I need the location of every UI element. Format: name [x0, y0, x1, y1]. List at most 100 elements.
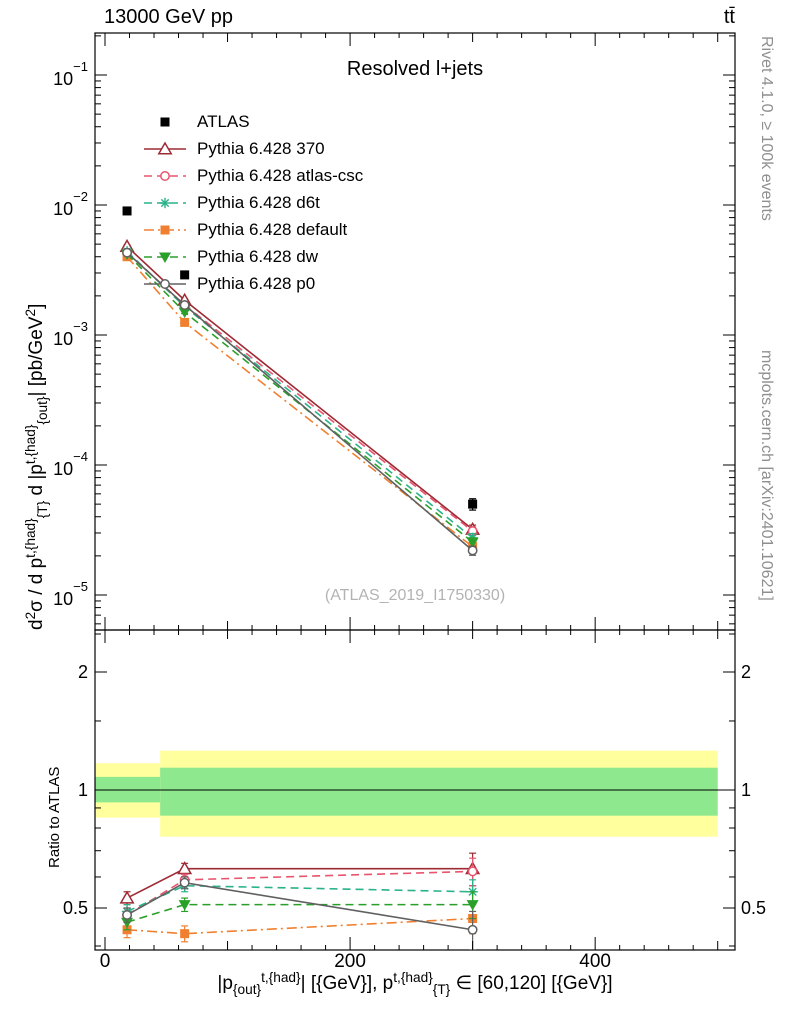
marker-atlas [160, 117, 170, 126]
label-segment: {T} [34, 500, 50, 519]
marker-p370 [157, 140, 173, 155]
x-axis-label: |p{out}t,{had}| [{GeV}], pt,{had}{T} ∈ [… [95, 970, 735, 997]
label-segment: t,{had} [23, 424, 39, 465]
rivet-version-note: Rivet 4.1.0, ≥ 100k events [758, 36, 775, 221]
marker-p0 [122, 247, 133, 258]
legend-marker-atlas-csc [144, 170, 186, 181]
legend-marker-p0 [144, 278, 186, 289]
ratio-tick-label-rlab-left-0.5: 0.5 [62, 898, 88, 918]
legend-label-default: Pythia 6.428 default [197, 219, 348, 239]
legend-label-p0: Pythia 6.428 p0 [197, 273, 316, 293]
legend-item-p0: Pythia 6.428 p0 [142, 270, 363, 297]
legend-label-atlas: ATLAS [197, 111, 250, 131]
legend-label-d6t: Pythia 6.428 d6t [197, 192, 320, 212]
label-segment: {T} [432, 981, 451, 997]
legend-label-dw: Pythia 6.428 dw [197, 246, 318, 266]
label-segment: | [pb/GeV [26, 316, 47, 397]
ratio-uncertainty-bands [95, 750, 735, 837]
legend-label-p370: Pythia 6.428 370 [197, 138, 325, 158]
label-segment: t,{had} [393, 970, 433, 986]
marker-dw [178, 900, 191, 911]
marker-p370 [177, 861, 193, 875]
label-segment: 2 [23, 308, 39, 317]
x-tick-label-200: 200 [334, 951, 366, 972]
ratio-tick-label-rlab-left-1: 1 [77, 780, 88, 800]
legend-item-default: Pythia 6.428 default [142, 216, 363, 243]
marker-atlas-csc [160, 170, 170, 181]
x-tick-label-400: 400 [579, 951, 611, 972]
marker-p0 [122, 910, 133, 920]
legend-label-atlas-csc: Pythia 6.428 atlas-csc [197, 165, 364, 185]
label-segment: | [{GeV}], p [300, 973, 394, 994]
marker-default [180, 317, 190, 327]
label-segment: σ / d p [26, 557, 47, 612]
legend-marker-default [144, 225, 186, 234]
marker-atlas [468, 499, 478, 509]
label-segment: d [26, 619, 47, 630]
header-beam-energy: 13000 GeV pp [104, 6, 233, 28]
marker-p370 [119, 890, 135, 904]
legend-item-d6t: Pythia 6.428 d6t [142, 189, 363, 216]
marker-dw [178, 307, 191, 319]
marker-atlas-csc [467, 866, 478, 877]
ratio-tick-label-rlab-right-2: 2 [741, 661, 752, 682]
x-tick-label-0: 0 [99, 951, 111, 972]
marker-default [160, 225, 170, 234]
y-tick-label-1e-3: 10−3 [53, 319, 88, 349]
marker-dw [466, 537, 479, 549]
label-segment: d |p [26, 464, 47, 501]
marker-atlas [180, 270, 190, 280]
ratio-line-d6t [126, 884, 473, 913]
label-segment: 2 [23, 611, 39, 620]
marker-atlas [122, 206, 132, 216]
legend-item-p370: Pythia 6.428 370 [142, 135, 363, 162]
ratio-line-atlas-csc [126, 870, 473, 916]
y-tick-label-1e-5: 10−5 [53, 579, 88, 609]
legend-marker-dw [144, 252, 186, 263]
y-tick-label-1e-1: 10−1 [53, 59, 88, 89]
marker-p0 [160, 278, 170, 289]
ratio-panel-series [119, 852, 481, 951]
ratio-tick-label-rlab-right-1: 1 [741, 780, 752, 800]
legend-marker-p370 [144, 140, 186, 155]
top-panel-series [119, 206, 481, 556]
marker-p0 [179, 877, 190, 888]
marker-p0 [467, 545, 478, 556]
ratio-line-default [127, 917, 473, 935]
label-segment: t,{had} [23, 518, 39, 558]
marker-default [180, 929, 190, 939]
series-line-p0 [126, 252, 474, 552]
marker-dw [159, 252, 171, 263]
y-tick-label-1e-4: 10−4 [53, 449, 88, 479]
uncertainty-band-green [160, 767, 718, 816]
label-segment: {out} [34, 396, 50, 425]
legend-marker-d6t [144, 197, 186, 208]
marker-p0 [179, 300, 190, 310]
label-segment: |p [217, 973, 233, 994]
header-process: tt̄ [723, 6, 735, 28]
plot-title: Resolved l+jets [346, 58, 484, 80]
ratio-y-axis-label: Ratio to ATLAS [46, 766, 63, 868]
label-segment: {out} [232, 981, 262, 997]
ratio-tick-label-rlab-right-0.5: 0.5 [741, 898, 767, 918]
label-segment: t,{had} [261, 970, 301, 986]
legend-marker-atlas [160, 117, 170, 126]
ratio-tick-label-rlab-left-2: 2 [77, 661, 88, 682]
watermark-text: (ATLAS_2019_I1750330) [325, 587, 505, 604]
marker-dw [466, 900, 479, 911]
mcplots-reference-note: mcplots.cern.ch [arXiv:2401.10621] [758, 350, 775, 601]
ratio-line-dw [126, 903, 473, 923]
top-y-axis-label: d2σ / d pt,{had}{T} d |pt,{had}{out}| [p… [23, 304, 50, 630]
series-line-dw [126, 253, 474, 543]
label-segment: ∈ [60,120] [{GeV}] [450, 973, 613, 994]
y-tick-label-1e-2: 10−2 [53, 189, 88, 219]
legend-item-atlas-csc: Pythia 6.428 atlas-csc [142, 162, 363, 189]
marker-p0 [467, 924, 478, 935]
legend-item-atlas: ATLAS [142, 108, 363, 135]
marker-dw [121, 917, 134, 929]
marker-d6t [160, 198, 170, 207]
legend-item-dw: Pythia 6.428 dw [142, 243, 363, 270]
legend: ATLAS Pythia 6.428 370 Pythia 6.428 atlas-… [142, 108, 363, 297]
